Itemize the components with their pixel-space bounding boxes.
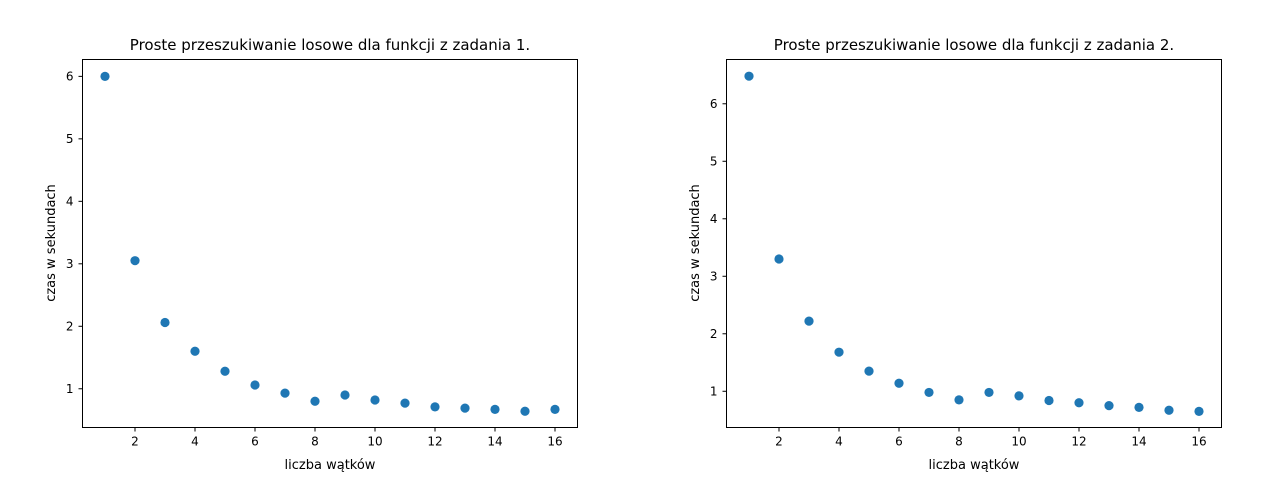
data-point [834, 347, 844, 357]
plot-frame [82, 59, 578, 428]
x-tick-label: 2 [775, 435, 783, 449]
points-right [744, 71, 1204, 416]
data-point [520, 406, 530, 416]
y-tick-label: 1 [66, 382, 74, 396]
x-tick-label: 14 [487, 435, 502, 449]
x-axis-label: liczba wątków [929, 458, 1020, 473]
data-point [894, 378, 904, 388]
data-point [1164, 405, 1174, 415]
y-tick-label: 4 [710, 212, 718, 226]
points-left [100, 71, 560, 416]
y-tick-label: 5 [66, 132, 74, 146]
data-point [550, 404, 560, 414]
data-point [1194, 406, 1204, 416]
x-tick-label: 6 [251, 435, 259, 449]
data-point [160, 317, 170, 328]
data-point [984, 387, 994, 398]
y-axis-label: czas w sekundach [688, 184, 703, 302]
x-tick-label: 10 [1011, 435, 1026, 449]
data-point [1104, 401, 1114, 411]
x-tick-label: 6 [895, 435, 903, 449]
data-point [370, 395, 380, 405]
x-tick-label: 16 [1191, 435, 1206, 449]
data-point [1044, 395, 1054, 406]
y-tick-label: 6 [710, 97, 718, 111]
chart-title: Proste przeszukiwanie losowe dla funkcji… [130, 36, 530, 54]
chart-title: Proste przeszukiwanie losowe dla funkcji… [774, 36, 1174, 54]
x-axis-label: liczba wątków [285, 458, 376, 473]
data-point [340, 390, 350, 400]
y-axis-label: czas w sekundach [44, 184, 59, 302]
data-point [924, 387, 934, 398]
data-point [400, 398, 410, 408]
x-tick-label: 2 [131, 435, 139, 449]
data-point [280, 388, 290, 398]
y-tick-label: 1 [710, 384, 718, 398]
x-tick-label: 14 [1131, 435, 1146, 449]
data-point [100, 71, 110, 81]
data-point [744, 71, 754, 81]
data-point [490, 404, 500, 414]
data-point [864, 366, 874, 376]
data-point [460, 403, 470, 413]
data-point [804, 316, 814, 326]
data-point [1074, 398, 1084, 408]
x-tick-label: 10 [367, 435, 382, 449]
x-tick-label: 8 [311, 435, 319, 449]
y-tick-label: 5 [710, 154, 718, 168]
data-point [954, 395, 964, 405]
data-point [310, 396, 320, 406]
x-tick-label: 4 [191, 435, 199, 449]
x-tick-label: 16 [547, 435, 562, 449]
y-tick-label: 3 [66, 257, 74, 271]
plot-frame [726, 59, 1222, 428]
y-tick-label: 2 [710, 327, 718, 341]
data-point [250, 380, 260, 390]
data-point [1134, 402, 1144, 412]
x-tick-label: 8 [955, 435, 963, 449]
x-tick-label: 12 [1071, 435, 1086, 449]
y-tick-label: 2 [66, 319, 74, 333]
x-tick-label: 4 [835, 435, 843, 449]
y-tick-label: 4 [66, 194, 74, 208]
x-tick-label: 12 [427, 435, 442, 449]
data-point [220, 366, 230, 376]
data-point [774, 254, 784, 264]
data-point [130, 256, 140, 266]
data-point [430, 402, 440, 412]
chart-left: Proste przeszukiwanie losowe dla funkcji… [44, 36, 578, 473]
data-point [1014, 391, 1024, 401]
y-tick-label: 3 [710, 269, 718, 283]
data-point [190, 346, 200, 356]
chart-right: Proste przeszukiwanie losowe dla funkcji… [688, 36, 1222, 473]
y-tick-label: 6 [66, 69, 74, 83]
